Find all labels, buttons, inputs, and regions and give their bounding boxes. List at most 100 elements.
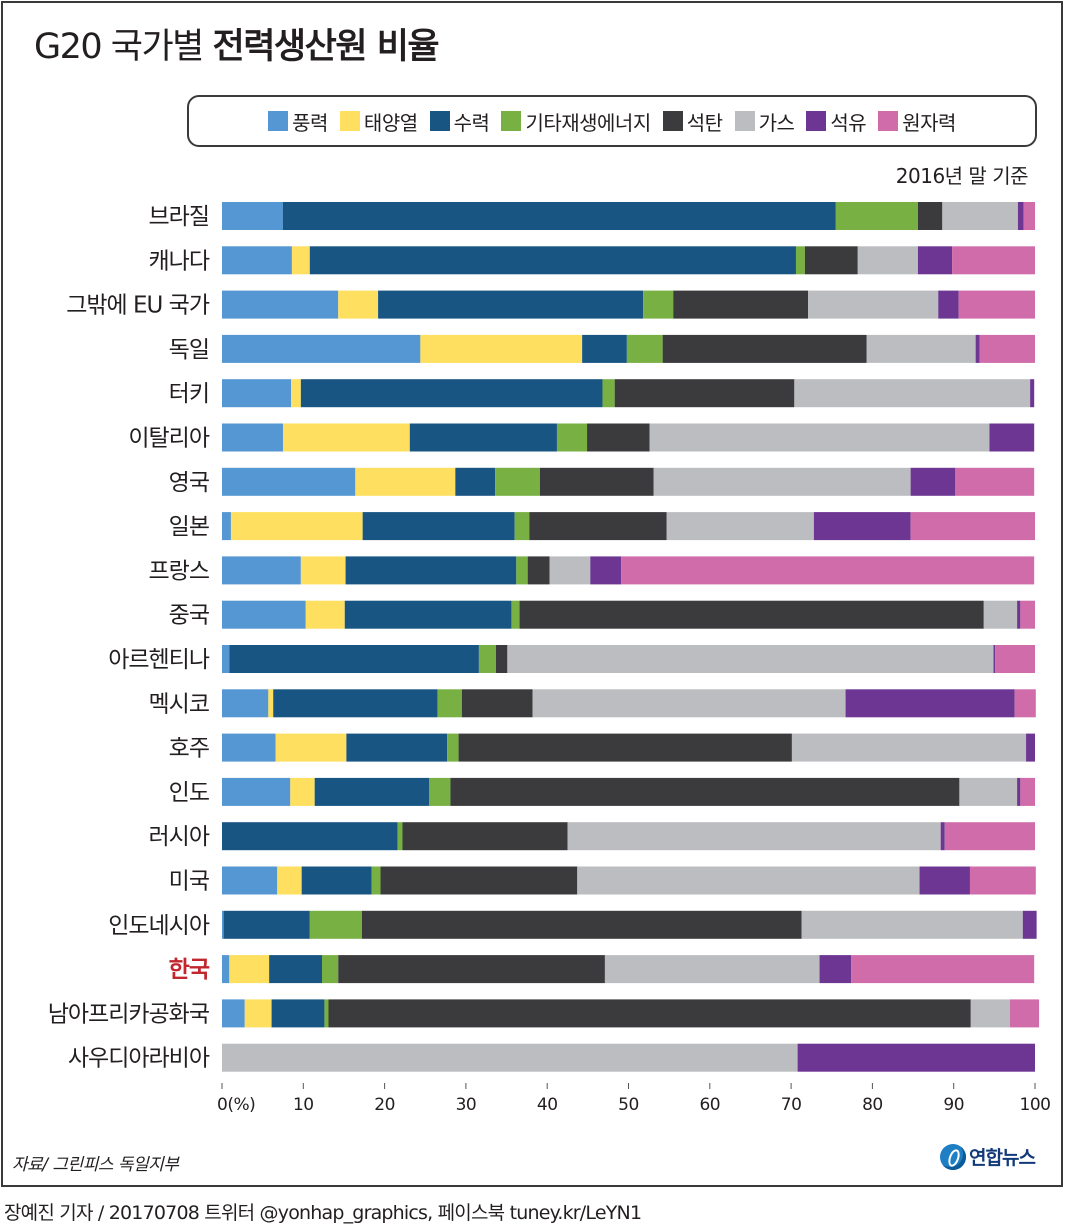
bar-segment: [527, 556, 550, 585]
bar-segment: [222, 955, 230, 984]
bar-segment: [955, 467, 1035, 496]
bar-segment: [516, 556, 528, 585]
bar-segment: [223, 910, 310, 939]
bar-segment: [291, 246, 310, 275]
bar-segment: [371, 866, 381, 895]
bar-row: [222, 600, 1035, 629]
legend-swatch: [806, 111, 827, 131]
category-label: 브라질: [149, 204, 209, 230]
bar-segment: [362, 512, 515, 541]
bar-segment: [305, 600, 345, 629]
bar-segment: [300, 556, 346, 585]
legend-swatch: [501, 111, 522, 131]
bar-segment: [229, 645, 479, 673]
legend-swatch: [734, 111, 755, 131]
bar-segment: [328, 999, 971, 1028]
bar-segment: [478, 645, 496, 673]
bar-segment: [845, 689, 1015, 718]
bar-segment: [397, 822, 403, 851]
bar-segment: [1023, 202, 1035, 230]
bar-segment: [804, 246, 858, 275]
category-label: 캐나다: [149, 248, 210, 274]
x-tick-label: 30: [456, 1095, 477, 1115]
category-label: 이탈리아: [128, 426, 209, 452]
bar-segment: [222, 910, 224, 939]
bar-segment: [919, 866, 970, 895]
bar-segment: [1017, 202, 1024, 230]
legend-item: 수력: [429, 107, 490, 136]
bar-segment: [808, 290, 939, 319]
bar-segment: [614, 379, 795, 408]
bar-row: [222, 910, 1037, 939]
bar-segment: [402, 822, 568, 851]
bar-segment: [970, 999, 1010, 1028]
x-tick-label: 100: [1020, 1095, 1051, 1115]
bar-segment: [1017, 600, 1021, 629]
bar-segment: [556, 423, 588, 452]
source-note: 자료/ 그린피스 독일지부: [12, 1155, 179, 1175]
legend-swatch: [429, 111, 450, 131]
bars-group: [222, 202, 1040, 1072]
bar-segment: [621, 556, 1035, 585]
legend-item: 석탄: [662, 107, 723, 136]
bar-segment: [222, 822, 398, 851]
bar-segment: [309, 910, 362, 939]
bar-segment: [229, 955, 270, 984]
bar-segment: [338, 955, 605, 984]
bar-row: [222, 955, 1035, 984]
bar-row: [222, 512, 1035, 541]
bar-segment: [590, 556, 622, 585]
bar-segment: [495, 645, 508, 673]
bar-segment: [643, 290, 674, 319]
bar-row: [222, 689, 1036, 718]
bar-segment: [1020, 600, 1035, 629]
x-axis: 0(%) 10 20 30 40 50 60 70 80 90 100: [217, 1083, 1051, 1115]
bar-segment: [282, 202, 836, 230]
legend-item: 기타재생에너지: [501, 107, 651, 136]
bar-segment: [495, 467, 540, 496]
bar-segment: [993, 645, 996, 673]
legend-swatch: [339, 111, 360, 131]
legend-item: 가스: [734, 107, 795, 136]
bar-segment: [514, 512, 530, 541]
bar-segment: [1014, 689, 1036, 718]
bar-segment: [378, 290, 644, 319]
bar-segment: [222, 645, 230, 673]
category-label: 일본: [169, 514, 209, 540]
bar-segment: [910, 512, 1035, 541]
category-label: 호주: [169, 736, 209, 762]
legend-label: 가스: [758, 110, 795, 135]
yonhap-logo-icon: [940, 1143, 966, 1170]
category-label: 멕시코: [149, 691, 209, 717]
bar-segment: [1030, 379, 1035, 408]
bar-segment: [361, 910, 802, 939]
bar-segment: [549, 556, 591, 585]
bar-segment: [1022, 910, 1037, 939]
bar-segment: [983, 600, 1018, 629]
bar-row: [222, 733, 1035, 762]
bar-row: [222, 467, 1035, 496]
bar-segment: [857, 246, 918, 275]
bar-segment: [995, 645, 1035, 673]
bar-segment: [345, 556, 517, 585]
bar-segment: [271, 999, 325, 1028]
bar-segment: [344, 600, 512, 629]
bar-segment: [282, 423, 410, 452]
bar-segment: [455, 467, 496, 496]
bar-row: [222, 246, 1035, 275]
bar-segment: [268, 689, 274, 718]
yonhap-logo-text: 연합뉴스: [969, 1147, 1036, 1169]
x-tick-label: 10: [293, 1095, 314, 1115]
category-label: 사우디아라비아: [68, 1046, 210, 1072]
bar-segment: [230, 512, 363, 541]
legend-swatch: [662, 111, 683, 131]
bar-row: [222, 645, 1035, 673]
bar-segment: [222, 733, 276, 762]
category-label: 그밖에 EU 국가: [66, 293, 210, 319]
legend-label: 석탄: [686, 110, 723, 135]
x-tick-label: 40: [537, 1095, 558, 1115]
bar-segment: [461, 689, 533, 718]
bar-segment: [938, 290, 959, 319]
bar-segment: [602, 379, 615, 408]
bar-segment: [958, 290, 1035, 319]
